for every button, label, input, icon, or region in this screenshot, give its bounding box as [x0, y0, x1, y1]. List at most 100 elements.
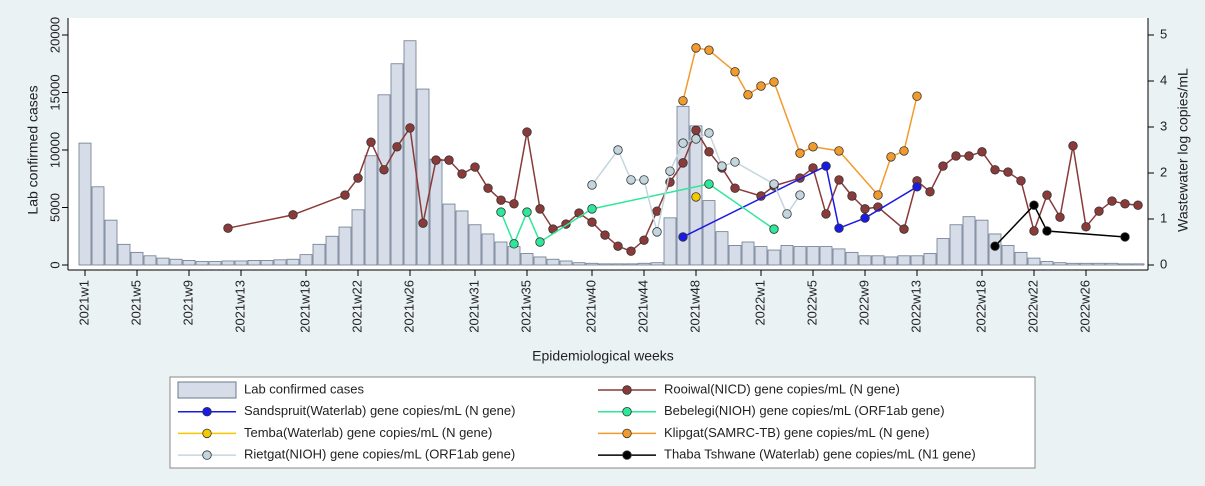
- legend: [169, 376, 1036, 469]
- series-marker: [652, 227, 662, 237]
- series-marker: [925, 187, 935, 197]
- series-marker: [600, 230, 610, 240]
- series-line-segment: [227, 214, 294, 229]
- series-marker: [1120, 199, 1130, 209]
- x-tick-label: 2022w1: [752, 280, 767, 326]
- x-tick-label: 2022w26: [1077, 280, 1092, 333]
- series-marker: [834, 146, 844, 156]
- y2-tick-label: 2: [1160, 164, 1167, 179]
- series-marker: [951, 151, 961, 161]
- legend-marker: [622, 407, 632, 417]
- series-marker: [977, 147, 987, 157]
- series-marker: [1081, 222, 1091, 232]
- bar: [624, 263, 638, 266]
- bar: [468, 224, 482, 266]
- series-marker: [834, 175, 844, 185]
- series-line-segment: [370, 141, 385, 171]
- bar: [819, 246, 833, 266]
- bar: [728, 245, 742, 266]
- series-marker: [457, 169, 467, 179]
- series-line-segment: [812, 167, 827, 215]
- series-line-segment: [1072, 145, 1087, 227]
- series-marker: [405, 123, 415, 133]
- y-axis-title: Lab confirmed cases: [25, 85, 41, 214]
- bar: [286, 258, 300, 266]
- x-tick-label: 2021w1: [76, 280, 91, 326]
- bar: [754, 246, 768, 266]
- bar: [1053, 262, 1067, 266]
- bar: [351, 209, 365, 266]
- bar: [585, 262, 599, 266]
- series-line-segment: [1020, 180, 1035, 232]
- bar: [975, 219, 989, 266]
- series-line-segment: [1059, 145, 1074, 218]
- series-line-segment: [734, 161, 775, 185]
- bar: [936, 238, 950, 266]
- series-marker: [860, 204, 870, 214]
- series-marker: [665, 166, 675, 176]
- series-line-segment: [526, 211, 541, 243]
- bar: [910, 255, 924, 266]
- series-line-segment: [864, 186, 918, 219]
- series-line-segment: [1033, 204, 1048, 232]
- series-marker: [340, 190, 350, 200]
- bar: [962, 216, 976, 266]
- series-marker: [1094, 206, 1104, 216]
- x-tick-label: 2021w22: [349, 280, 364, 333]
- series-marker: [899, 146, 909, 156]
- series-line-segment: [526, 131, 541, 210]
- series-line-segment: [656, 171, 671, 233]
- series-marker: [678, 158, 688, 168]
- series-marker: [444, 155, 454, 165]
- legend-label: Sandspruit(Waterlab) gene copies/mL (N g…: [244, 403, 515, 418]
- legend-label: Lab confirmed cases: [244, 381, 364, 396]
- legend-marker: [622, 428, 632, 439]
- series-marker: [1068, 141, 1078, 151]
- series-marker: [821, 209, 831, 219]
- series-marker: [613, 241, 623, 251]
- series-marker: [704, 179, 714, 189]
- bar: [390, 63, 404, 266]
- bar: [1118, 263, 1132, 266]
- series-marker: [990, 165, 1000, 175]
- series-marker: [886, 152, 896, 162]
- legend-marker: [622, 385, 632, 395]
- bar: [273, 259, 287, 266]
- bar: [1079, 262, 1093, 266]
- series-marker: [1029, 200, 1039, 210]
- y2-tick-label: 1: [1160, 210, 1167, 225]
- series-line-segment: [682, 47, 697, 101]
- series-marker: [704, 45, 714, 55]
- bar: [208, 261, 222, 266]
- legend-label: Rooiwal(NICD) gene copies/mL (N gene): [664, 381, 900, 396]
- series-marker: [691, 192, 701, 202]
- bar: [1066, 262, 1080, 266]
- bar: [156, 257, 170, 266]
- series-marker: [743, 90, 753, 100]
- series-marker: [1042, 190, 1052, 200]
- bar: [299, 254, 313, 266]
- bar: [741, 241, 755, 266]
- series-marker: [626, 175, 636, 185]
- bar: [663, 217, 677, 266]
- legend-marker: [202, 428, 212, 439]
- series-line-segment: [591, 183, 710, 210]
- series-marker: [873, 190, 883, 200]
- bar: [1131, 263, 1145, 266]
- series-line-segment: [1033, 194, 1048, 232]
- series-marker: [1120, 232, 1130, 242]
- x-tick-label: 2022w22: [1025, 280, 1040, 333]
- series-line-segment: [929, 165, 944, 193]
- bar: [611, 263, 625, 266]
- bar: [403, 40, 417, 266]
- series-marker: [769, 224, 779, 234]
- bar: [416, 88, 430, 266]
- x-tick-label: 2021w35: [518, 280, 533, 333]
- bar: [455, 210, 469, 266]
- legend-label: Bebelegi(NIOH) gene copies/mL (ORF1ab ge…: [664, 403, 945, 418]
- series-marker: [652, 206, 662, 216]
- series-line-segment: [877, 206, 905, 230]
- bar: [793, 246, 807, 266]
- series-marker: [938, 161, 948, 171]
- series-marker: [756, 81, 766, 91]
